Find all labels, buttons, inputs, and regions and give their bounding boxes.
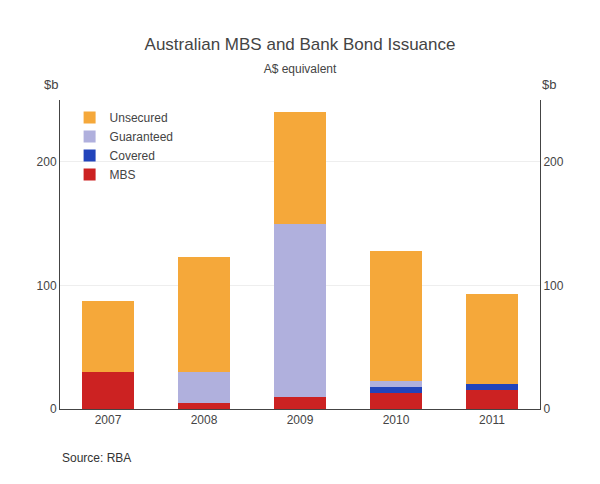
svg-text:2007: 2007	[95, 413, 122, 427]
svg-text:$b: $b	[44, 77, 58, 92]
svg-text:Covered: Covered	[110, 149, 155, 163]
svg-text:200: 200	[543, 155, 563, 169]
svg-text:2008: 2008	[191, 413, 218, 427]
svg-text:2010: 2010	[383, 413, 410, 427]
svg-text:2011: 2011	[479, 413, 505, 427]
svg-text:Source: RBA: Source: RBA	[62, 451, 131, 465]
svg-text:2009: 2009	[287, 413, 314, 427]
svg-text:0: 0	[543, 402, 550, 416]
svg-text:100: 100	[37, 279, 57, 293]
svg-text:0: 0	[50, 402, 57, 416]
svg-text:Guaranteed: Guaranteed	[110, 130, 173, 144]
svg-text:Australian MBS and Bank Bond I: Australian MBS and Bank Bond Issuance	[145, 35, 456, 54]
svg-text:A$ equivalent: A$ equivalent	[264, 62, 337, 76]
svg-text:MBS: MBS	[110, 168, 136, 182]
svg-text:100: 100	[543, 279, 563, 293]
svg-text:Unsecured: Unsecured	[110, 111, 168, 125]
svg-text:$b: $b	[542, 77, 556, 92]
svg-text:200: 200	[37, 155, 57, 169]
